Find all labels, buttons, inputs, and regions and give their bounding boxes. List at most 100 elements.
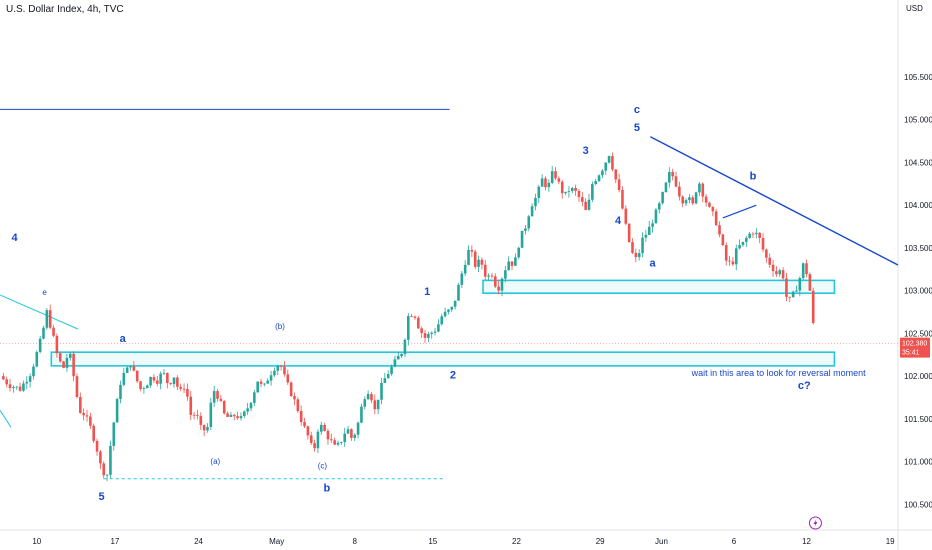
wave-label: 4 bbox=[615, 215, 622, 227]
candle-body bbox=[400, 353, 403, 357]
candle-body bbox=[273, 370, 276, 376]
candle-body bbox=[427, 333, 430, 338]
candle-body bbox=[129, 366, 132, 368]
candle-body bbox=[564, 191, 567, 194]
support-zone[interactable] bbox=[482, 279, 836, 295]
current-price-value: 102.380 bbox=[902, 341, 927, 348]
candle-body bbox=[263, 383, 266, 385]
candle-body bbox=[507, 261, 510, 271]
candle-body bbox=[413, 316, 417, 318]
candle-body bbox=[269, 375, 273, 381]
candle-body bbox=[443, 311, 447, 317]
candle-body bbox=[644, 234, 648, 238]
candle-body bbox=[594, 181, 597, 185]
candle-body bbox=[731, 261, 735, 265]
y-tick-label: 101.000 bbox=[904, 458, 932, 467]
candle-body bbox=[584, 201, 587, 210]
candle-body bbox=[423, 333, 427, 338]
candle-body bbox=[406, 316, 410, 340]
candle-body bbox=[661, 192, 664, 204]
candle-body bbox=[5, 379, 8, 385]
wave-label: 5 bbox=[634, 122, 640, 134]
x-tick-label: 15 bbox=[428, 537, 437, 546]
candle-body bbox=[166, 372, 169, 384]
candle-body bbox=[570, 187, 574, 192]
candle-body bbox=[410, 316, 413, 317]
candle-body bbox=[544, 178, 547, 188]
candle-body bbox=[467, 249, 470, 265]
candle-body bbox=[483, 264, 487, 277]
candle-body bbox=[721, 234, 725, 246]
currency-label: USD bbox=[906, 4, 923, 13]
candle-body bbox=[631, 242, 634, 253]
candle-body bbox=[179, 386, 183, 389]
candle-body bbox=[35, 351, 39, 367]
candle-body bbox=[741, 241, 745, 245]
candle-body bbox=[711, 206, 715, 212]
wave-label: 5 bbox=[98, 491, 104, 503]
candle-body bbox=[738, 244, 741, 249]
candle-body bbox=[89, 416, 92, 426]
resistance-trendline[interactable] bbox=[650, 136, 899, 266]
candle-body bbox=[283, 366, 286, 375]
candle-body bbox=[550, 171, 554, 183]
candle-body bbox=[534, 197, 537, 207]
wave-label: (b) bbox=[275, 322, 285, 331]
x-tick-label: 22 bbox=[512, 537, 521, 546]
left-trendline[interactable] bbox=[0, 294, 79, 330]
candle-body bbox=[149, 376, 152, 386]
candle-body bbox=[122, 372, 126, 385]
candle-body bbox=[38, 338, 42, 352]
candle-body bbox=[222, 400, 226, 414]
candle-body bbox=[216, 391, 219, 399]
candle-body bbox=[55, 335, 59, 354]
candle-body bbox=[487, 275, 490, 277]
candle-body bbox=[574, 187, 577, 191]
candle-body bbox=[637, 253, 641, 258]
wave-label: (a) bbox=[210, 457, 220, 466]
candle-body bbox=[788, 296, 792, 298]
candle-body bbox=[313, 443, 316, 449]
candle-body bbox=[182, 388, 186, 390]
y-tick-label: 102.000 bbox=[904, 372, 932, 381]
candle-body bbox=[82, 412, 85, 416]
candle-body bbox=[276, 366, 280, 371]
candle-body bbox=[403, 339, 407, 354]
candle-body bbox=[510, 261, 514, 266]
candle-body bbox=[142, 388, 146, 390]
minor-trendline[interactable] bbox=[722, 204, 757, 219]
candle-body bbox=[634, 252, 638, 258]
wave-label: a bbox=[120, 333, 127, 345]
candle-body bbox=[186, 388, 189, 397]
candle-body bbox=[463, 264, 467, 274]
wave-label: 2 bbox=[450, 370, 456, 382]
candle-body bbox=[319, 424, 323, 432]
candle-body bbox=[62, 361, 65, 368]
candle-body bbox=[396, 356, 400, 360]
candle-body bbox=[75, 376, 79, 397]
candle-body bbox=[664, 182, 668, 193]
support-zone[interactable] bbox=[50, 351, 836, 367]
candle-body bbox=[15, 386, 19, 388]
candle-body bbox=[684, 200, 688, 204]
candle-body bbox=[524, 228, 527, 231]
candle-body bbox=[473, 251, 477, 267]
candle-body bbox=[437, 324, 440, 332]
y-tick-label: 101.500 bbox=[904, 415, 932, 424]
candle-body bbox=[286, 374, 290, 383]
candle-body bbox=[554, 171, 557, 179]
candle-body bbox=[775, 271, 778, 275]
candle-body bbox=[791, 291, 795, 298]
candle-body bbox=[376, 399, 380, 410]
candle-body bbox=[293, 396, 296, 400]
candle-body bbox=[504, 270, 507, 279]
candle-body bbox=[219, 398, 223, 401]
candle-body bbox=[169, 383, 172, 385]
bar-countdown: 35:41 bbox=[902, 350, 920, 357]
candle-body bbox=[708, 202, 711, 207]
left-trendline-low[interactable] bbox=[0, 410, 12, 428]
current-price-badge bbox=[900, 337, 930, 358]
y-tick-label: 105.000 bbox=[904, 116, 932, 125]
candle-body bbox=[714, 211, 718, 226]
